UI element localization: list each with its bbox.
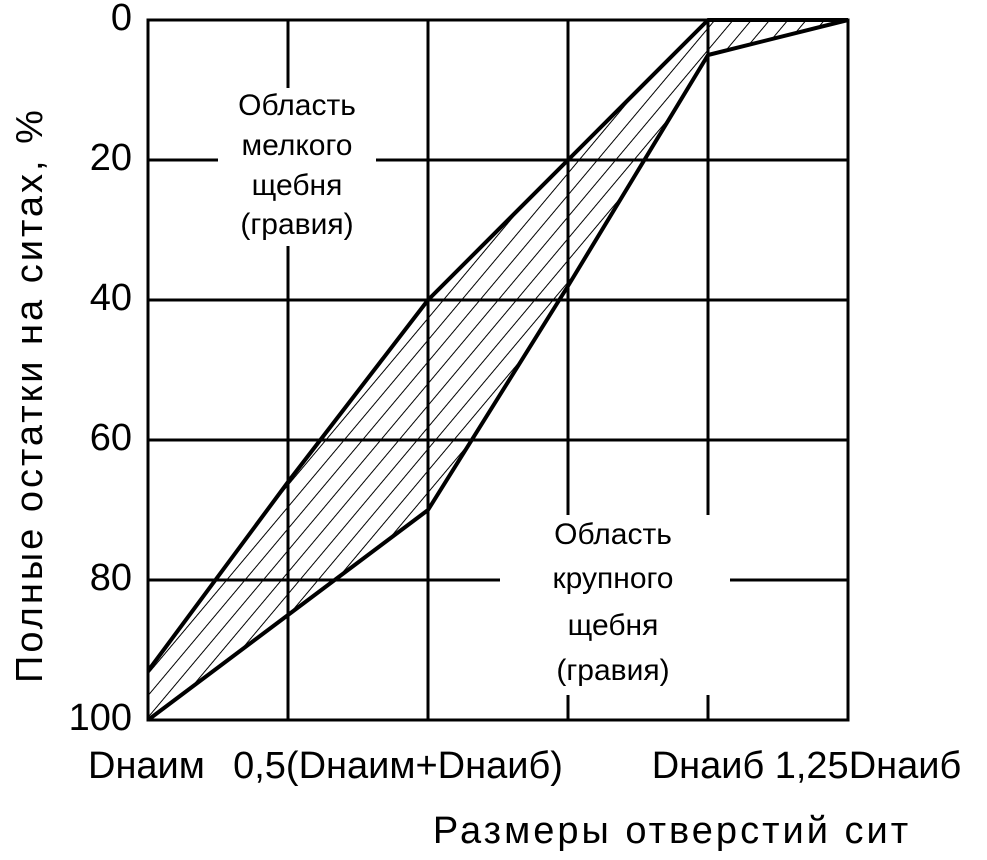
annotation-line: (гравия): [556, 654, 669, 687]
annotation-line: (гравия): [240, 208, 353, 241]
annotation-line: щебня: [568, 609, 659, 642]
boundary-line: [146, 18, 849, 722]
band: [148, 20, 848, 720]
annotation-coarse: Область крупного щебня (гравия): [500, 515, 730, 695]
y-tick-label: 100: [69, 697, 132, 739]
annotation-line: мелкого: [242, 129, 353, 162]
annotation-line: щебня: [252, 169, 343, 202]
annotation-line: крупного: [553, 562, 674, 595]
x-axis-title: Размеры отверстий сит: [433, 810, 911, 852]
y-tick-label: 40: [90, 277, 132, 319]
hatched-band: [148, 20, 848, 720]
annotation-fine: Область мелкого щебня (гравия): [218, 88, 376, 246]
x-tick-label: Dнаиб: [652, 745, 765, 787]
y-axis-title: Полные остатки на ситах, %: [9, 107, 51, 683]
x-tick-label: 1,25Dнаиб: [775, 745, 962, 787]
plot-frame: [146, 18, 850, 722]
annotation-bg: [500, 515, 730, 695]
y-tick-label: 20: [90, 137, 132, 179]
annotation-bg: [218, 88, 376, 246]
y-tick-label: 80: [90, 557, 132, 599]
x-tick-label: Dнаим: [88, 745, 205, 787]
x-tick-label: 0,5(Dнаим+Dнаиб): [233, 745, 563, 787]
annotation-line: Область: [554, 518, 672, 551]
y-tick-label: 0: [111, 0, 132, 39]
annotation-line: Область: [238, 89, 356, 122]
y-tick-label: 60: [90, 417, 132, 459]
